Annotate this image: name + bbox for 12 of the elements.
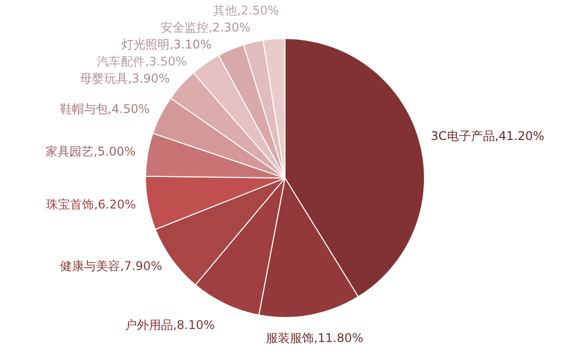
slice-label: 安全监控,2.30%	[160, 20, 251, 35]
slice-label: 鞋帽与包,4.50%	[60, 102, 150, 116]
slice-label: 其他,2.50%	[213, 4, 279, 18]
slice-label: 户外用品,8.10%	[124, 318, 215, 332]
slice-label: 3C电子产品,41.20%	[430, 128, 544, 143]
slice-label: 健康与美容,7.90%	[60, 258, 162, 273]
slice-label: 家具园艺,5.00%	[46, 144, 136, 159]
slice-label: 母婴玩具,3.90%	[80, 72, 170, 86]
slice-label: 服装服饰,11.80%	[266, 330, 364, 345]
slice-label: 灯光照明,3.10%	[122, 38, 212, 52]
slice-label: 汽车配件,3.50%	[97, 54, 187, 69]
slice-label: 珠宝首饰,6.20%	[46, 198, 136, 212]
